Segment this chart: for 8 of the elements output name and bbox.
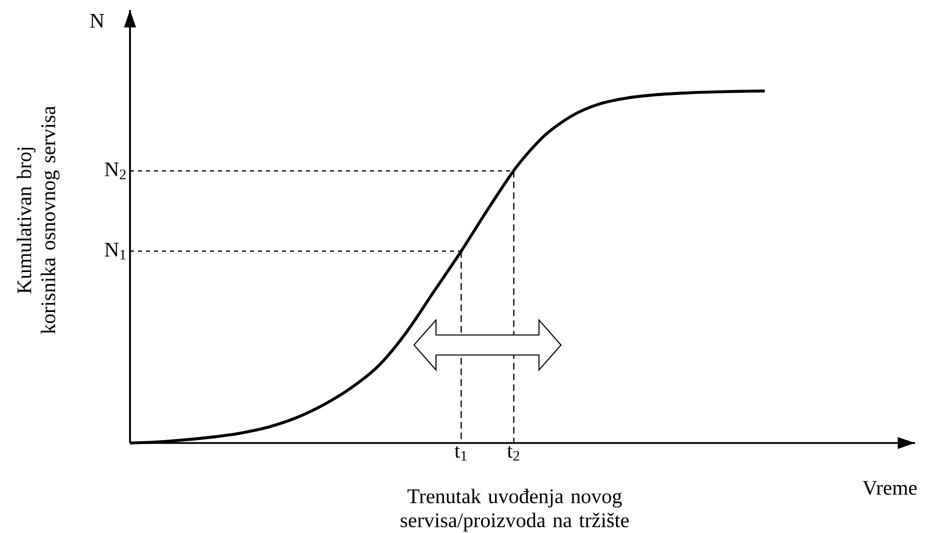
text: N <box>90 14 104 28</box>
x-axis-title: Vreme <box>862 481 917 495</box>
text: Trenutak uvođenja novog servisa/proizvoda na tržište <box>400 488 629 532</box>
ref-line-label: N$_{1}$ <box>104 242 126 260</box>
annotation: t$_{1}$ <box>454 446 466 461</box>
annotation: t$_{2}$ <box>507 446 520 461</box>
ref-line-label: N$_{2}$ <box>104 162 126 180</box>
y-axis-title: Kumulativan broj korisnika osnovnog servisa <box>16 106 60 334</box>
